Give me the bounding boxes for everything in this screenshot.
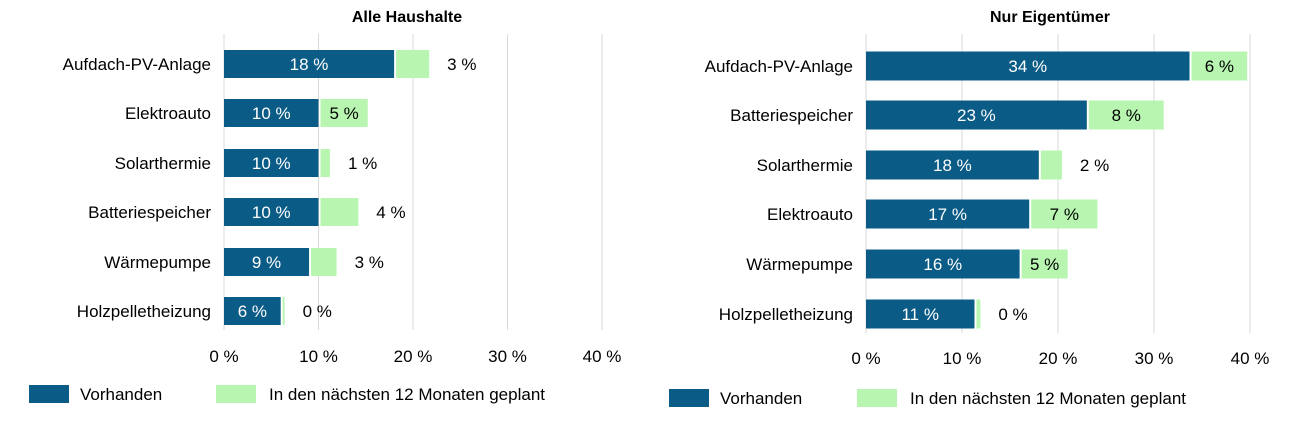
panel1-bar-geplant	[320, 198, 359, 226]
panel1-label-geplant: 0 %	[303, 302, 332, 321]
panel1-category-label: Wärmepumpe	[104, 253, 211, 272]
panel2-legend-label-geplant: In den nächsten 12 Monaten geplant	[910, 389, 1186, 408]
panel2-label-geplant: 6 %	[1205, 57, 1234, 76]
panel2-legend-label-vorhanden: Vorhanden	[720, 389, 802, 408]
panel1-label-vorhanden: 10 %	[252, 203, 291, 222]
panel2-label-vorhanden: 23 %	[957, 106, 996, 125]
panel1-x-tick-label: 30 %	[488, 347, 527, 366]
panel1-legend-label-geplant: In den nächsten 12 Monaten geplant	[269, 385, 545, 404]
panel2-bar-geplant	[1021, 249, 1068, 279]
panel1-label-geplant: 5 %	[329, 104, 358, 123]
panel1-label-vorhanden: 9 %	[252, 253, 281, 272]
panel2-x-tick-label: 0 %	[851, 349, 880, 368]
panel2-label-geplant: 7 %	[1050, 205, 1079, 224]
panel2-bar-geplant	[1031, 199, 1098, 229]
panel2-label-vorhanden: 11 %	[901, 305, 939, 324]
panel1-category-label: Elektroauto	[125, 104, 211, 123]
panel1-title: Alle Haushalte	[352, 9, 462, 26]
panel2-x-tick-label: 20 %	[1039, 349, 1078, 368]
panel1-category-label: Solarthermie	[115, 154, 211, 173]
panel2-bar-geplant	[976, 299, 981, 329]
panel1-bar-vorhanden	[224, 149, 319, 177]
panel1-label-geplant: 4 %	[376, 203, 405, 222]
panel1-category-label: Holzpelletheizung	[77, 302, 211, 321]
panel1-label-vorhanden: 6 %	[238, 302, 267, 321]
panel2-category-label: Aufdach-PV-Anlage	[705, 57, 853, 76]
panel2-bar-geplant	[1191, 51, 1248, 81]
panel1-bar-geplant	[311, 248, 337, 276]
panel1-label-vorhanden: 10 %	[252, 104, 291, 123]
panel2-category-label: Holzpelletheizung	[719, 305, 853, 324]
panel1-bar-vorhanden	[224, 50, 395, 78]
panel1-label-vorhanden: 10 %	[252, 154, 291, 173]
panel2-label-geplant: 8 %	[1112, 106, 1141, 125]
panel2-category-label: Wärmepumpe	[746, 255, 853, 274]
panel2-bar-vorhanden	[866, 100, 1087, 130]
panel1-bar-vorhanden	[224, 297, 281, 325]
panel2-label-geplant: 2 %	[1080, 156, 1109, 175]
panel2-title: Nur Eigentümer	[990, 9, 1110, 26]
panel2-category-label: Elektroauto	[767, 205, 853, 224]
panel2-legend-swatch-vorhanden	[669, 389, 709, 407]
panel2-x-tick-label: 30 %	[1135, 349, 1174, 368]
panel1-legend-swatch-geplant	[216, 385, 256, 403]
panel2-category-label: Batteriespeicher	[730, 106, 853, 125]
panel1-bar-vorhanden	[224, 248, 310, 276]
panel2-bar-vorhanden	[866, 199, 1030, 229]
panel2-category-label: Solarthermie	[757, 156, 853, 175]
panel2-legend-swatch-geplant	[857, 389, 897, 407]
panel1-legend-label-vorhanden: Vorhanden	[80, 385, 162, 404]
panel1-x-tick-label: 10 %	[299, 347, 338, 366]
panel2-bar-vorhanden	[866, 249, 1020, 279]
panel1-bar-geplant	[320, 99, 368, 127]
panel1-label-vorhanden: 18 %	[290, 55, 329, 74]
panel2-label-vorhanden: 16 %	[923, 255, 962, 274]
panel1-legend-swatch-vorhanden	[29, 385, 69, 403]
panel2-bar-geplant	[1040, 150, 1062, 180]
panel2-bar-vorhanden	[866, 51, 1190, 81]
panel2-label-vorhanden: 17 %	[928, 205, 967, 224]
panel2-x-tick-label: 40 %	[1231, 349, 1270, 368]
panel1-bar-geplant	[282, 297, 285, 325]
panel1-x-tick-label: 0 %	[209, 347, 238, 366]
panel1-x-tick-label: 40 %	[583, 347, 622, 366]
panel1-category-label: Aufdach-PV-Anlage	[63, 55, 211, 74]
panel2-bar-vorhanden	[866, 150, 1039, 180]
panel2-bar-vorhanden	[866, 299, 975, 329]
panel2-label-geplant: 5 %	[1030, 255, 1059, 274]
panel1-bar-vorhanden	[224, 99, 319, 127]
panel1-x-tick-label: 20 %	[394, 347, 433, 366]
panel1-category-label: Batteriespeicher	[88, 203, 211, 222]
panel1-bar-geplant	[396, 50, 430, 78]
panel2-label-geplant: 0 %	[998, 305, 1027, 324]
panel1-label-geplant: 1 %	[348, 154, 377, 173]
panel2-label-vorhanden: 18 %	[933, 156, 972, 175]
panel1-label-geplant: 3 %	[447, 55, 476, 74]
panel1-label-geplant: 3 %	[355, 253, 384, 272]
panel1-bar-vorhanden	[224, 198, 319, 226]
panel1-bar-geplant	[320, 149, 330, 177]
panel2-label-vorhanden: 34 %	[1008, 57, 1047, 76]
panel2-x-tick-label: 10 %	[943, 349, 982, 368]
panel2-bar-geplant	[1088, 100, 1164, 130]
